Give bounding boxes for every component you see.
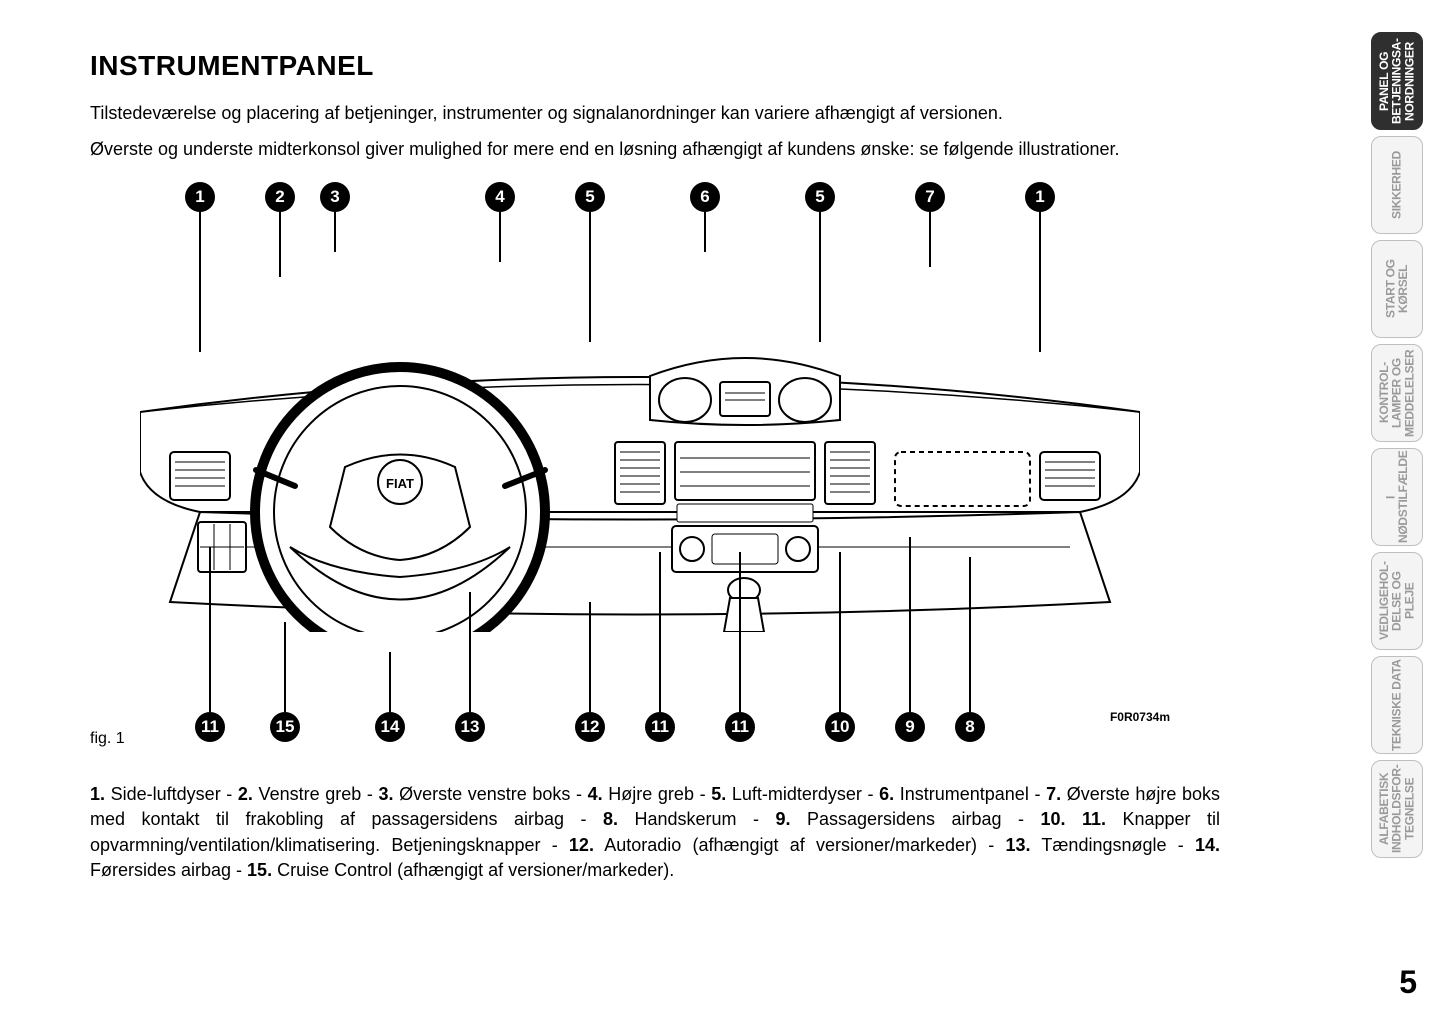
callout-top-1: 1 xyxy=(1025,182,1055,352)
callout-stem xyxy=(739,552,741,712)
figure-label: fig. 1 xyxy=(90,730,125,748)
callout-bubble: 9 xyxy=(895,712,925,742)
callout-stem xyxy=(199,212,201,352)
callout-stem xyxy=(209,547,211,712)
callout-bottom-10: 10 xyxy=(825,552,855,742)
callout-stem xyxy=(589,602,591,712)
callout-bubble: 12 xyxy=(575,712,605,742)
callout-top-5: 5 xyxy=(575,182,605,342)
svg-text:FIAT: FIAT xyxy=(386,476,414,491)
page-title: INSTRUMENTPANEL xyxy=(90,50,1220,82)
callout-top-2: 2 xyxy=(265,182,295,277)
callout-bubble: 5 xyxy=(805,182,835,212)
callout-bubble: 7 xyxy=(915,182,945,212)
callout-stem xyxy=(284,622,286,712)
callout-stem xyxy=(469,592,471,712)
figure-area: FIAT fig. 1 F0R0734m 1234565711115141312… xyxy=(100,182,1160,742)
side-tab-6[interactable]: TEKNISKE DATA xyxy=(1371,656,1423,754)
dashboard-illustration: FIAT xyxy=(140,302,1140,632)
callout-bubble: 10 xyxy=(825,712,855,742)
callout-stem xyxy=(704,212,706,252)
callout-stem xyxy=(839,552,841,712)
callout-top-7: 7 xyxy=(915,182,945,267)
callout-stem xyxy=(1039,212,1041,352)
side-tab-0[interactable]: PANEL OG BETJENINGSA- NORDNINGER xyxy=(1371,32,1423,130)
callout-stem xyxy=(929,212,931,267)
callout-bottom-9: 9 xyxy=(895,537,925,742)
callout-bubble: 15 xyxy=(270,712,300,742)
callout-bubble: 4 xyxy=(485,182,515,212)
callout-bubble: 11 xyxy=(195,712,225,742)
callout-bubble: 6 xyxy=(690,182,720,212)
callout-bottom-13: 13 xyxy=(455,592,485,742)
figure-ref-code: F0R0734m xyxy=(1110,710,1170,724)
callout-bubble: 11 xyxy=(645,712,675,742)
callout-bubble: 5 xyxy=(575,182,605,212)
callout-stem xyxy=(969,557,971,712)
callout-bubble: 1 xyxy=(185,182,215,212)
callout-bubble: 1 xyxy=(1025,182,1055,212)
callout-bubble: 14 xyxy=(375,712,405,742)
callout-bottom-11: 11 xyxy=(195,547,225,742)
side-tab-5[interactable]: VEDLIGEHOL- DELSE OG PLEJE xyxy=(1371,552,1423,650)
page-number: 5 xyxy=(1399,964,1417,1001)
callout-stem xyxy=(499,212,501,262)
side-tab-1[interactable]: SIKKERHED xyxy=(1371,136,1423,234)
callout-top-6: 6 xyxy=(690,182,720,252)
callout-bottom-11: 11 xyxy=(725,552,755,742)
callout-bottom-11: 11 xyxy=(645,552,675,742)
callout-bottom-15: 15 xyxy=(270,622,300,742)
legend-text: 1. Side-luftdyser - 2. Venstre greb - 3.… xyxy=(90,782,1220,883)
callout-stem xyxy=(819,212,821,342)
side-tab-4[interactable]: I NØDSTILFÆLDE xyxy=(1371,448,1423,546)
callout-bottom-14: 14 xyxy=(375,652,405,742)
side-tab-2[interactable]: START OG KØRSEL xyxy=(1371,240,1423,338)
callout-stem xyxy=(589,212,591,342)
callout-bubble: 11 xyxy=(725,712,755,742)
callout-stem xyxy=(389,652,391,712)
callout-stem xyxy=(659,552,661,712)
side-tab-3[interactable]: KONTROL- LAMPER OG MEDDELELSER xyxy=(1371,344,1423,442)
callout-bubble: 2 xyxy=(265,182,295,212)
callout-top-5: 5 xyxy=(805,182,835,342)
callout-bubble: 3 xyxy=(320,182,350,212)
callout-stem xyxy=(909,537,911,712)
side-tabs: PANEL OG BETJENINGSA- NORDNINGER SIKKERHE… xyxy=(1371,32,1423,858)
callout-bubble: 13 xyxy=(455,712,485,742)
callout-bottom-8: 8 xyxy=(955,557,985,742)
intro-p2: Øverste og underste midterkonsol giver m… xyxy=(90,136,1220,162)
page-content: INSTRUMENTPANEL Tilstedeværelse og place… xyxy=(0,0,1260,913)
side-tab-7[interactable]: ALFABETISK INDHOLDSFOR- TEGNELSE xyxy=(1371,760,1423,858)
callout-top-3: 3 xyxy=(320,182,350,252)
callout-top-1: 1 xyxy=(185,182,215,352)
callout-bottom-12: 12 xyxy=(575,602,605,742)
callout-stem xyxy=(279,212,281,277)
intro-p1: Tilstedeværelse og placering af betjenin… xyxy=(90,100,1220,126)
callout-stem xyxy=(334,212,336,252)
callout-top-4: 4 xyxy=(485,182,515,262)
callout-bubble: 8 xyxy=(955,712,985,742)
intro-block: Tilstedeværelse og placering af betjenin… xyxy=(90,100,1220,162)
